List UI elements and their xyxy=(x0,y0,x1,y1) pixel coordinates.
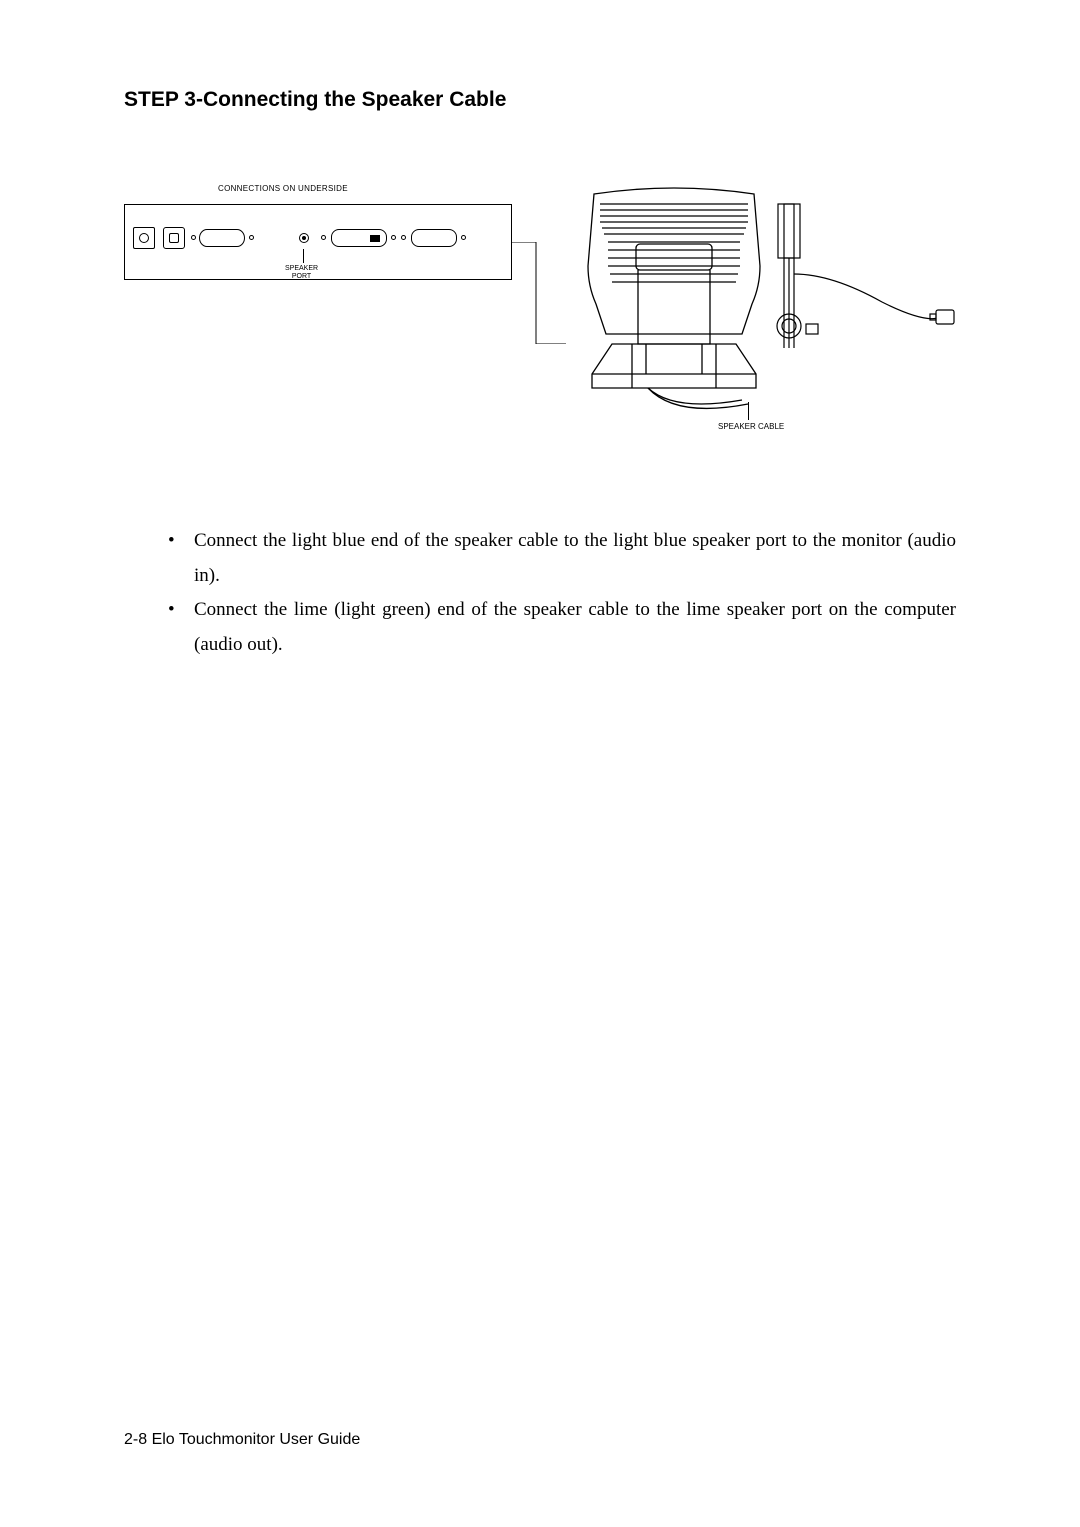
dvi-port-icon xyxy=(331,229,387,247)
vga-port-icon xyxy=(199,229,245,247)
page-footer: 2-8 Elo Touchmonitor User Guide xyxy=(124,1431,360,1449)
speaker-port-label: SPEAKER PORT xyxy=(285,265,318,280)
list-item: Connect the lime (light green) end of th… xyxy=(168,593,956,662)
connection-diagram: CONNECTIONS ON UNDERSIDE SPEAKER PORT xyxy=(124,168,956,468)
monitor-rear-icon xyxy=(564,186,784,412)
list-item: Connect the light blue end of the speake… xyxy=(168,524,956,593)
screw-icon xyxy=(321,235,326,240)
cable-run-icon xyxy=(772,198,956,360)
underside-label: CONNECTIONS ON UNDERSIDE xyxy=(218,184,348,193)
connector-line-icon xyxy=(512,242,566,344)
leader-line xyxy=(303,249,304,263)
port-panel: SPEAKER PORT xyxy=(124,204,512,280)
power-port-icon xyxy=(133,227,155,249)
leader-line xyxy=(748,402,749,420)
section-heading: STEP 3-Connecting the Speaker Cable xyxy=(124,88,956,112)
instruction-list: Connect the light blue end of the speake… xyxy=(168,524,956,662)
screw-icon xyxy=(249,235,254,240)
speaker-port-icon xyxy=(299,233,309,243)
screw-icon xyxy=(461,235,466,240)
speaker-port-label-line1: SPEAKER xyxy=(285,265,318,272)
speaker-cable-label: SPEAKER CABLE xyxy=(718,422,784,431)
screw-icon xyxy=(191,235,196,240)
hdmi-port-icon xyxy=(163,227,185,249)
screw-icon xyxy=(391,235,396,240)
speaker-port-label-line2: PORT xyxy=(292,273,311,280)
serial-port-icon xyxy=(411,229,457,247)
screw-icon xyxy=(401,235,406,240)
